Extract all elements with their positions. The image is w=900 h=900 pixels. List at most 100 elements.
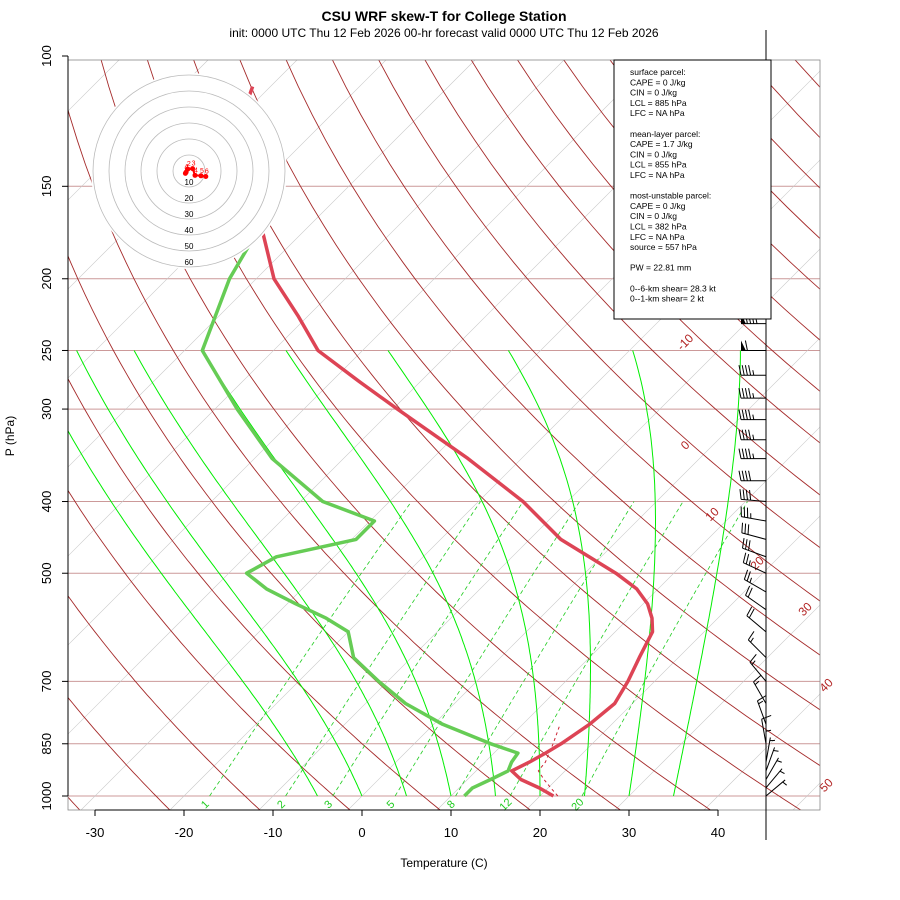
hodograph-ring xyxy=(140,122,238,220)
wind-barb-flag xyxy=(741,470,745,481)
hodograph: 1020304050600123456 xyxy=(91,73,287,269)
wind-barb xyxy=(742,552,767,574)
mixing-ratio-label: 8 xyxy=(445,798,458,811)
dry-adiabat-line xyxy=(517,60,820,392)
dry-adiabat-line xyxy=(838,56,900,812)
wind-barb-half-flag xyxy=(752,414,755,420)
isotherm-line xyxy=(68,60,209,201)
mixing-ratio-label: 1 xyxy=(199,798,212,811)
y-tick-label: 250 xyxy=(39,340,54,362)
wind-barb-half-flag xyxy=(758,700,764,705)
wind-barb xyxy=(743,569,767,593)
wind-barb-flag xyxy=(744,429,748,440)
info-line: CAPE = 0 J/kg xyxy=(630,201,686,211)
wind-barb-staff xyxy=(765,757,779,780)
info-line: CAPE = 0 J/kg xyxy=(630,77,686,87)
wind-barb xyxy=(747,631,767,658)
hodograph-point xyxy=(203,174,209,180)
x-tick-label: 0 xyxy=(358,825,365,840)
profiles xyxy=(200,86,655,798)
wind-barb-flag xyxy=(744,409,748,420)
isotherm-line xyxy=(614,604,820,810)
wind-barb xyxy=(740,506,767,522)
dry-adiabat-line xyxy=(68,489,351,810)
wind-barb-flag xyxy=(738,409,742,420)
chart-subtitle: init: 0000 UTC Thu 12 Feb 2026 00-hr for… xyxy=(229,26,658,40)
hodograph-ring xyxy=(92,74,286,268)
x-tick-label: 20 xyxy=(533,825,547,840)
wind-barb-half-flag xyxy=(752,453,755,459)
y-tick-label: 1000 xyxy=(39,782,54,811)
y-tick-label: 500 xyxy=(39,562,54,584)
wind-barb xyxy=(742,538,767,558)
x-tick-label: 30 xyxy=(622,825,636,840)
wind-barb-flag xyxy=(747,631,755,641)
wind-barb-flag xyxy=(749,653,757,663)
dry-adiabat-line xyxy=(470,60,820,444)
wind-barb-staff xyxy=(756,700,767,725)
wind-barb-flag xyxy=(743,569,749,580)
wind-barb-flag xyxy=(741,388,745,399)
hodograph-point xyxy=(190,166,196,172)
y-tick-label: 300 xyxy=(39,398,54,420)
wind-barb-staff xyxy=(741,516,767,522)
wind-barb-flag xyxy=(748,388,752,399)
info-line: CIN = 0 J/kg xyxy=(630,211,677,221)
wind-barb-flag xyxy=(744,448,748,459)
wind-barb-half-flag xyxy=(765,729,772,732)
wind-barb xyxy=(756,695,767,725)
dry-adiabat-line xyxy=(68,254,531,810)
isotherm-label: 10 xyxy=(702,504,722,524)
wind-barb-half-flag xyxy=(750,637,754,643)
isotherm-line xyxy=(169,159,820,810)
wind-barb-flag xyxy=(741,409,745,420)
wind-barb-flag xyxy=(746,571,751,582)
dry-adiabat-line xyxy=(378,60,820,549)
wind-barb-pennant xyxy=(741,313,746,324)
hodograph-point xyxy=(185,166,191,172)
isotherm-label: 0 xyxy=(678,438,693,453)
moist-adiabat-line xyxy=(628,350,656,797)
wind-barb-half-flag xyxy=(752,370,755,376)
dewpoint-profile xyxy=(200,234,520,798)
info-line: PW = 22.81 mm xyxy=(630,263,691,273)
mixing-ratio-line xyxy=(509,501,684,797)
dry-adiabat-line xyxy=(424,60,820,496)
dry-adiabat-line xyxy=(68,108,622,810)
wind-barb xyxy=(761,714,772,744)
isotherm-line xyxy=(347,337,820,810)
hodograph-point xyxy=(192,172,198,178)
isotherm-line xyxy=(525,515,820,810)
wind-barb-staff xyxy=(742,547,767,558)
wind-barb xyxy=(765,737,775,763)
info-line: source = 557 hPa xyxy=(630,242,697,252)
wind-barb xyxy=(738,429,766,441)
dry-adiabat-line xyxy=(331,60,820,602)
mixing-ratio-label: 5 xyxy=(385,798,398,811)
hodograph-ring-label: 40 xyxy=(185,226,194,235)
info-box-frame xyxy=(613,59,772,320)
moist-adiabat-line xyxy=(387,350,541,796)
dry-adiabat-line xyxy=(193,60,820,767)
wind-barb-flag xyxy=(745,489,748,500)
temperature-profile xyxy=(236,86,655,798)
wind-barb-half-flag xyxy=(752,393,755,399)
wind-barb-staff xyxy=(765,747,776,772)
wind-barb-staff xyxy=(741,532,767,540)
info-line: CIN = 0 J/kg xyxy=(630,88,677,98)
x-tick-label: -20 xyxy=(175,825,194,840)
wind-barb-flag xyxy=(745,553,750,565)
moist-adiabat-line xyxy=(68,429,318,797)
isotherm-line xyxy=(68,60,565,557)
hodograph-ring-label: 10 xyxy=(185,178,194,187)
isotherm-line xyxy=(792,782,820,810)
wind-barb-staff xyxy=(765,779,786,797)
hodograph-ring xyxy=(124,106,254,236)
mixing-ratio-label: 3 xyxy=(322,798,335,811)
dry-adiabat-line xyxy=(794,60,820,88)
wind-barb-staff xyxy=(765,768,783,789)
mixing-ratio-line xyxy=(285,501,481,797)
wind-barb-staff xyxy=(746,615,767,633)
wind-barb-flag xyxy=(738,470,742,481)
moist-adiabat-line xyxy=(507,350,591,797)
